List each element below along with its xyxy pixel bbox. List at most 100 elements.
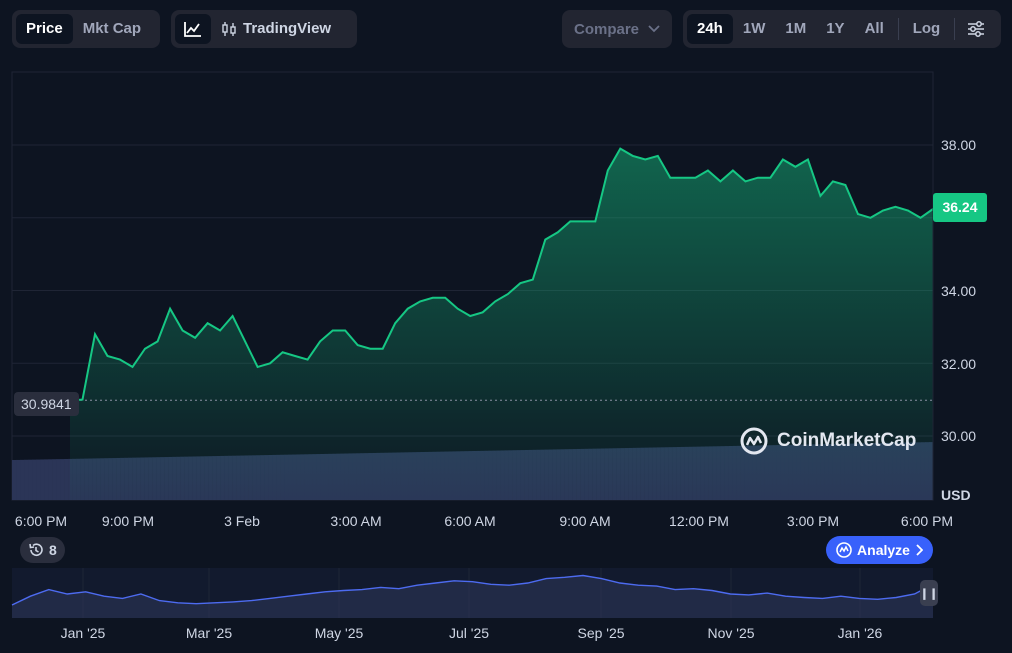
price-point <box>144 347 146 350</box>
history-count: 8 <box>49 542 57 558</box>
price-point <box>682 176 684 179</box>
analyze-icon <box>836 542 852 558</box>
price-point <box>782 158 784 161</box>
navigator-label: Jul '25 <box>448 625 490 641</box>
navigator-label: Mar '25 <box>185 625 233 641</box>
line-chart-button[interactable] <box>175 14 211 44</box>
watermark-text: CoinMarketCap <box>777 430 917 451</box>
analyze-button[interactable]: Analyze <box>826 536 933 564</box>
price-point <box>456 307 459 310</box>
price-point <box>907 209 909 212</box>
price-point <box>481 311 484 314</box>
volume-bar <box>48 459 53 500</box>
price-tab[interactable]: Price <box>16 14 73 44</box>
compare-label: Compare <box>574 20 640 38</box>
price-point <box>269 362 271 365</box>
price-point <box>619 147 622 150</box>
price-point <box>231 315 234 317</box>
price-point <box>244 340 246 343</box>
volume-bar <box>12 460 17 500</box>
x-tick-label: 12:00 PM <box>669 513 729 529</box>
mkt-cap-tab[interactable]: Mkt Cap <box>82 20 142 37</box>
price-point <box>894 206 897 208</box>
range-1y[interactable]: 1Y <box>826 20 845 37</box>
price-line <box>69 147 934 402</box>
price-point <box>531 278 534 281</box>
price-point <box>657 155 659 157</box>
volume-bar <box>64 458 69 500</box>
chevron-right-icon <box>916 544 923 556</box>
x-tick-label: 3 Feb <box>224 513 260 529</box>
price-point <box>644 158 647 161</box>
price-point <box>556 231 559 234</box>
price-point <box>106 355 109 357</box>
price-point <box>581 220 584 223</box>
range-24h[interactable]: 24h <box>687 14 733 44</box>
range-1m[interactable]: 1M <box>785 20 807 37</box>
price-point <box>169 307 171 310</box>
x-tick-label: 6:00 AM <box>444 513 496 529</box>
volume-bar <box>60 459 65 500</box>
volume-bar <box>40 459 45 500</box>
x-tick-label: 9:00 AM <box>559 513 611 529</box>
candlestick-icon <box>222 22 236 36</box>
volume-bar <box>20 459 25 500</box>
price-point <box>94 333 96 335</box>
price-point <box>594 220 597 223</box>
settings-button[interactable] <box>959 14 993 44</box>
range-all[interactable]: All <box>864 20 884 37</box>
price-area <box>70 148 933 500</box>
log-scale-button[interactable]: Log <box>912 20 941 37</box>
price-point <box>319 340 321 343</box>
price-point <box>819 195 822 197</box>
coinmarketcap-watermark: CoinMarketCap <box>739 426 916 456</box>
price-point <box>719 180 722 183</box>
price-point <box>494 300 497 303</box>
divider <box>897 18 899 40</box>
history-badge[interactable]: 8 <box>20 537 65 563</box>
price-point <box>794 166 797 168</box>
price-point <box>194 336 196 339</box>
range-1w[interactable]: 1W <box>742 20 766 37</box>
price-point <box>519 282 522 285</box>
x-tick-label: 6:00 PM <box>14 513 68 529</box>
price-point <box>569 220 572 223</box>
price-point <box>119 358 121 361</box>
x-tick-label: 3:00 AM <box>330 513 382 529</box>
price-point <box>81 398 84 401</box>
x-tick-label: 9:00 PM <box>101 513 155 529</box>
price-point <box>219 329 221 332</box>
price-point <box>469 315 472 317</box>
price-point <box>419 300 422 303</box>
volume-bar <box>52 459 57 500</box>
price-point <box>769 176 772 179</box>
compare-dropdown[interactable]: Compare <box>562 10 672 48</box>
navigator-area <box>12 575 933 618</box>
chevron-down-icon <box>648 25 660 33</box>
price-point <box>306 358 309 361</box>
price-point <box>294 355 296 357</box>
price-point <box>757 176 759 179</box>
price-points <box>69 147 934 402</box>
history-icon <box>29 543 43 556</box>
navigator-label: Jan '25 <box>60 625 106 641</box>
tradingview-button[interactable]: TradingView <box>211 14 341 44</box>
y-tick-label: 38.00 <box>941 137 977 153</box>
price-point <box>919 216 922 219</box>
price-point <box>694 176 697 179</box>
navigator-drag-handle[interactable]: ❙❙ <box>920 580 938 606</box>
coinmarketcap-logo-icon <box>740 427 768 455</box>
navigator-label: May '25 <box>314 625 364 641</box>
volume-bar <box>16 459 21 500</box>
volume-bar <box>28 459 33 500</box>
price-point <box>131 366 134 368</box>
divider <box>954 18 956 40</box>
navigator-label: Sep '25 <box>577 625 625 641</box>
chart-toolbar: Price Mkt Cap TradingView Compare <box>0 0 1012 60</box>
price-point <box>882 209 884 212</box>
y-tick-label: 30.00 <box>941 428 977 444</box>
price-point <box>807 158 809 161</box>
chart-type-switch: TradingView <box>171 10 357 48</box>
price-point <box>256 366 259 368</box>
